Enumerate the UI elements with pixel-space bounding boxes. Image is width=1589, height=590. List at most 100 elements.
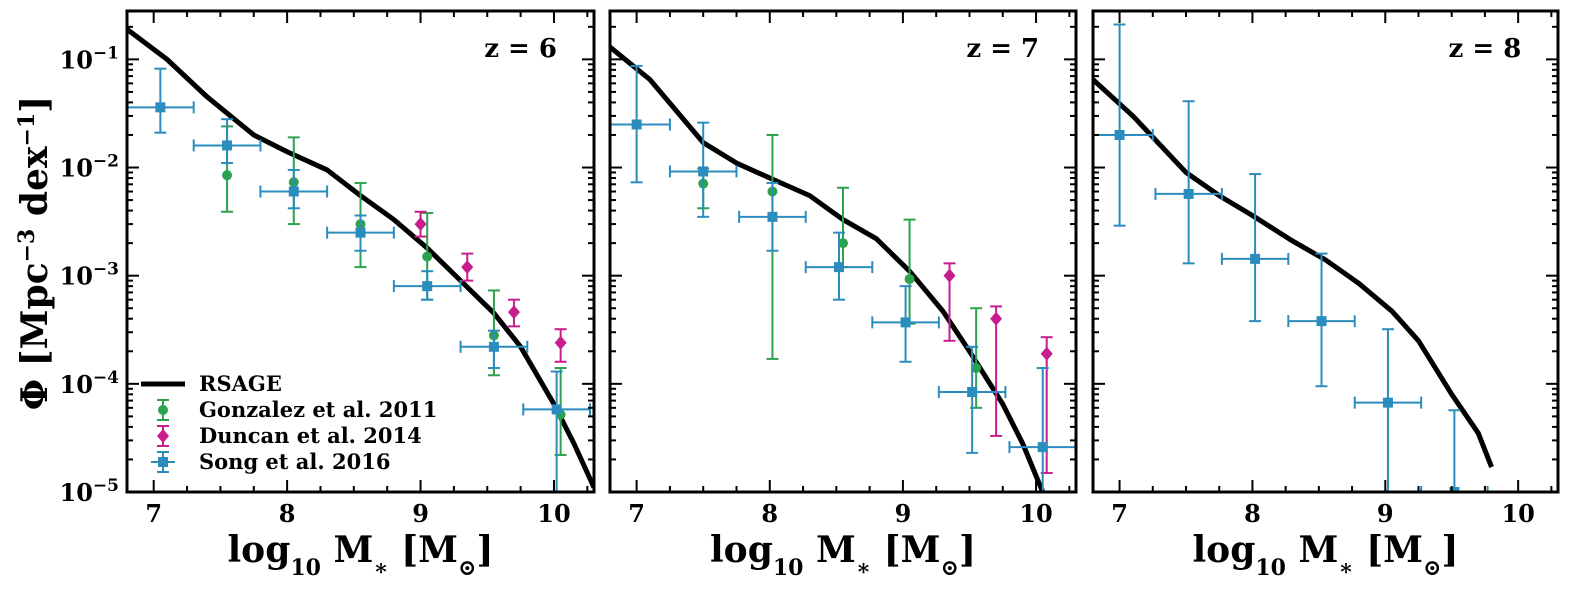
song-point (900, 317, 911, 328)
x-label-part: [M (1354, 529, 1423, 571)
legend-entry-gonzalez: Gonzalez et al. 2011 (157, 397, 437, 422)
x-label-part: ⊙ (1423, 555, 1441, 581)
x-tick-label: 7 (628, 499, 645, 528)
duncan-point (943, 268, 956, 283)
y-label-main: Φ [Mpc (14, 262, 56, 410)
legend-label: Gonzalez et al. 2011 (199, 397, 437, 422)
song-point (631, 119, 642, 130)
y-tick-label: 10−1 (60, 43, 119, 74)
x-label-part: log (228, 529, 291, 571)
x-label-part: log (1193, 529, 1256, 571)
legend-entry-duncan: Duncan et al. 2014 (157, 423, 422, 448)
song-point (1382, 397, 1393, 408)
x-label-part: ] (476, 529, 493, 571)
x-label-part: [M (871, 529, 940, 571)
legend-marker (158, 457, 168, 467)
gonzalez-point (838, 238, 848, 249)
song-point (288, 186, 299, 197)
song-point (767, 211, 778, 222)
legend-marker (157, 429, 169, 443)
legend-label: Duncan et al. 2014 (199, 423, 422, 448)
gonzalez-point (904, 274, 915, 285)
x-label-part: ∗ (1338, 555, 1353, 581)
song-point (834, 262, 845, 273)
y-tick-base: 10 (60, 154, 93, 183)
y-tick-label: 10−4 (60, 368, 120, 399)
x-axis-labels: log10 M∗ [M⊙] log10 M∗ [M⊙] log10 M∗ [M⊙] (228, 529, 1459, 581)
x-label-part: ⊙ (458, 555, 476, 581)
x-label-part: ∗ (856, 555, 871, 581)
song-point (422, 281, 433, 292)
duncan-point (507, 305, 520, 320)
song-point (222, 140, 233, 151)
x-label-part: ] (959, 529, 976, 571)
x-label-part: 10 (290, 555, 321, 581)
model-line (1093, 77, 1494, 468)
y-tick-base: 10 (60, 262, 93, 291)
y-tick-label: 10−5 (60, 476, 119, 507)
x-label-part: M (1286, 529, 1338, 571)
x-tick-label: 8 (761, 499, 778, 528)
song-point (1316, 316, 1327, 327)
y-tick-label: 10−2 (60, 152, 119, 183)
song-point (488, 341, 499, 352)
x-label-part: [M (389, 529, 458, 571)
y-tick-exp: −5 (93, 476, 119, 496)
panel-label: z = 8 (1449, 34, 1522, 64)
legend-entry-song: Song et al. 2016 (151, 449, 390, 474)
x-label-part: M (321, 529, 373, 571)
duncan-point (414, 217, 427, 232)
plot-area (127, 27, 594, 492)
song-point (355, 227, 366, 238)
gonzalez-point (422, 251, 433, 262)
duncan-point (1040, 346, 1053, 361)
legend-marker (158, 405, 168, 415)
x-tick-label: 10 (1501, 499, 1534, 528)
gonzalez-point (222, 170, 233, 181)
y-label-exp2: −1 (14, 113, 40, 147)
panel-frame (1091, 9, 1560, 494)
legend-label: RSAGE (199, 371, 282, 396)
x-label-part: M (803, 529, 855, 571)
gonzalez-point (971, 363, 982, 374)
panel-label: z = 6 (484, 34, 557, 64)
x-label-part: 10 (1255, 555, 1286, 581)
x-tick-label: 9 (1377, 499, 1394, 528)
x-tick-label: 7 (1111, 499, 1128, 528)
song-point (1183, 188, 1194, 199)
song-point (1037, 442, 1048, 453)
y-tick-label: 10−3 (60, 260, 119, 291)
svg-text:Φ [Mpc−3 dex−1]: Φ [Mpc−3 dex−1] (14, 96, 56, 411)
y-label-close: ] (14, 96, 56, 113)
song-point (1250, 253, 1261, 264)
song-point (551, 404, 562, 415)
x-label-part: ⊙ (941, 555, 959, 581)
song-point (155, 102, 166, 113)
x-label-part: ] (1441, 529, 1458, 571)
x-tick-label: 10 (537, 499, 570, 528)
song-point (698, 166, 709, 177)
panel-label: z = 7 (966, 34, 1039, 64)
model-line (127, 27, 594, 489)
duncan-point (461, 260, 474, 275)
panel-frame (125, 9, 596, 494)
x-label-part: ∗ (373, 555, 388, 581)
x-tick-label: 10 (1019, 499, 1052, 528)
x-axis-label: log10 M∗ [M⊙] (1193, 529, 1459, 581)
duncan-point (990, 311, 1003, 326)
panel-3: 7 8 9 10 z = 8 (1091, 9, 1560, 528)
y-tick-base: 10 (60, 370, 93, 399)
y-tick-base: 10 (60, 478, 93, 507)
legend-entry-model: RSAGE (141, 371, 282, 396)
x-tick-label: 9 (895, 499, 912, 528)
song-point (967, 387, 978, 398)
x-tick-label: 8 (1244, 499, 1261, 528)
plot-area (1093, 23, 1494, 492)
y-tick-exp: −4 (93, 368, 119, 388)
panel-frame (608, 9, 1078, 494)
x-label-part: log (710, 529, 773, 571)
x-axis-label: log10 M∗ [M⊙] (228, 529, 494, 581)
duncan-point (554, 335, 567, 350)
